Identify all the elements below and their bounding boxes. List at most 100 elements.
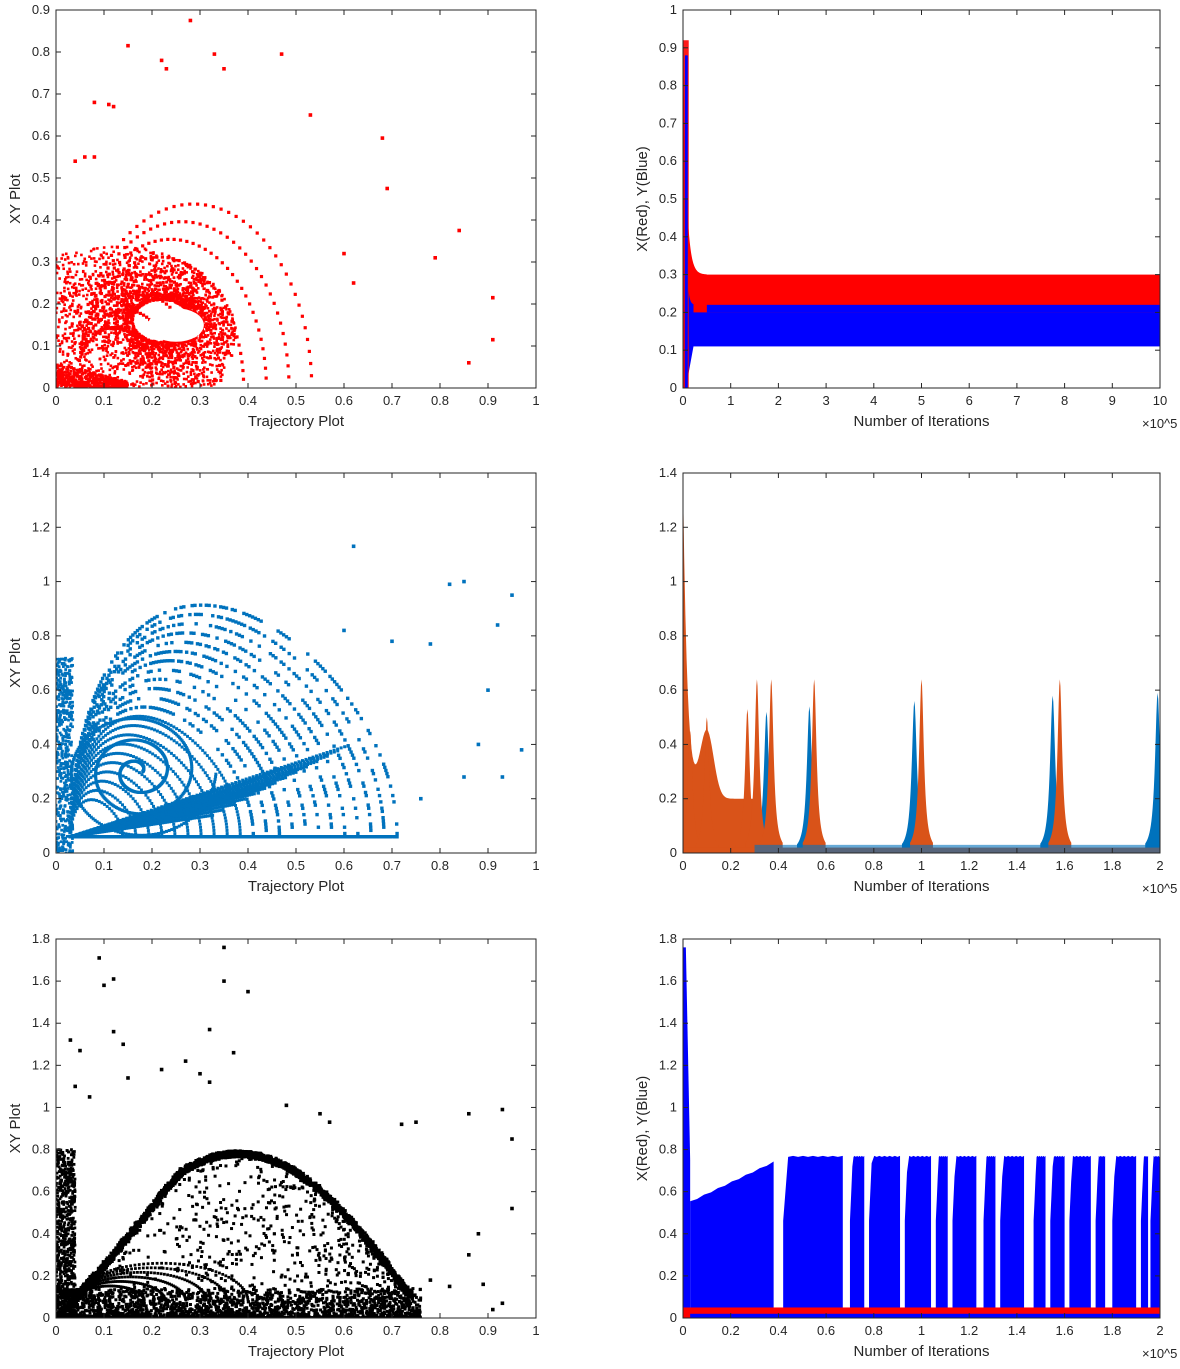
data-point: [170, 268, 173, 271]
data-point: [221, 329, 225, 332]
data-point: [209, 315, 213, 318]
data-point: [177, 758, 181, 762]
data-point: [197, 280, 201, 284]
data-point: [158, 718, 162, 722]
data-point: [230, 331, 234, 335]
outlier-point: [222, 67, 226, 71]
data-point: [289, 282, 293, 286]
data-point: [185, 239, 189, 244]
data-point: [241, 219, 245, 223]
data-point: [130, 340, 134, 344]
data-point: [122, 267, 126, 271]
data-point: [79, 306, 83, 310]
data-point: [123, 277, 127, 281]
data-point: [73, 352, 76, 355]
data-point: [175, 271, 178, 275]
data-point: [155, 717, 159, 721]
data-point: [129, 251, 133, 255]
data-point: [141, 345, 145, 350]
data-point: [140, 334, 143, 338]
data-point: [137, 340, 141, 344]
data-point: [172, 375, 175, 379]
data-point: [71, 302, 74, 306]
data-point: [104, 377, 107, 381]
data-point: [88, 751, 92, 755]
series-y-spike: [684, 55, 688, 388]
data-point: [191, 357, 195, 360]
data-point: [116, 734, 120, 738]
data-point: [189, 304, 193, 308]
data-point: [203, 316, 207, 320]
data-point: [58, 364, 62, 368]
data-point: [161, 732, 165, 736]
data-point: [149, 273, 153, 277]
data-point: [237, 343, 241, 347]
data-point: [140, 759, 144, 763]
data-point: [235, 810, 239, 814]
data-point: [89, 798, 93, 802]
data-point: [159, 379, 163, 382]
data-point: [187, 354, 191, 358]
data-point: [132, 325, 135, 328]
data-point: [174, 384, 178, 388]
y-tick-label: 0.5: [32, 170, 50, 185]
data-point: [141, 260, 144, 263]
data-point: [63, 303, 66, 307]
data-point: [61, 375, 65, 379]
data-point: [205, 754, 209, 758]
data-point: [116, 798, 120, 802]
data-point: [166, 373, 170, 376]
data-point: [113, 262, 117, 266]
data-point: [170, 296, 173, 299]
data-point: [110, 343, 113, 346]
data-point: [93, 333, 98, 337]
data-point: [202, 279, 206, 282]
data-point: [213, 295, 216, 298]
data-point: [209, 312, 213, 316]
data-point: [186, 375, 190, 378]
data-point: [204, 335, 208, 338]
data-point: [153, 284, 156, 287]
data-point: [98, 357, 102, 361]
data-point: [132, 338, 135, 341]
data-point: [178, 238, 183, 242]
data-point: [103, 322, 107, 326]
data-point: [155, 368, 158, 371]
data-point: [210, 284, 213, 288]
data-point: [111, 289, 115, 293]
data-point: [157, 346, 161, 350]
data-point: [114, 365, 118, 368]
data-point: [120, 385, 123, 388]
data-point: [64, 321, 67, 325]
data-point: [202, 383, 206, 386]
data-point: [219, 378, 223, 383]
data-point: [126, 315, 129, 319]
data-point: [202, 352, 205, 356]
data-point: [160, 343, 163, 347]
data-point: [148, 342, 151, 345]
data-point: [114, 377, 117, 380]
data-point: [220, 316, 224, 320]
data-point: [185, 307, 188, 311]
data-point: [63, 258, 67, 261]
data-point: [129, 779, 133, 783]
data-point: [163, 349, 167, 353]
data-point: [235, 279, 239, 283]
data-point: [118, 316, 121, 320]
data-point: [147, 738, 151, 742]
data-point: [185, 294, 189, 298]
data-point: [285, 353, 289, 357]
data-point: [171, 291, 174, 295]
data-point: [78, 289, 81, 293]
data-point: [84, 381, 87, 384]
data-point: [157, 281, 161, 285]
data-point: [144, 352, 148, 356]
data-point: [101, 328, 105, 332]
data-point: [66, 352, 70, 356]
data-point: [145, 374, 149, 378]
y-tick-label: 0.7: [659, 115, 677, 130]
data-point: [171, 292, 174, 296]
data-point: [223, 305, 228, 309]
data-point: [132, 767, 136, 771]
data-point: [72, 286, 76, 290]
